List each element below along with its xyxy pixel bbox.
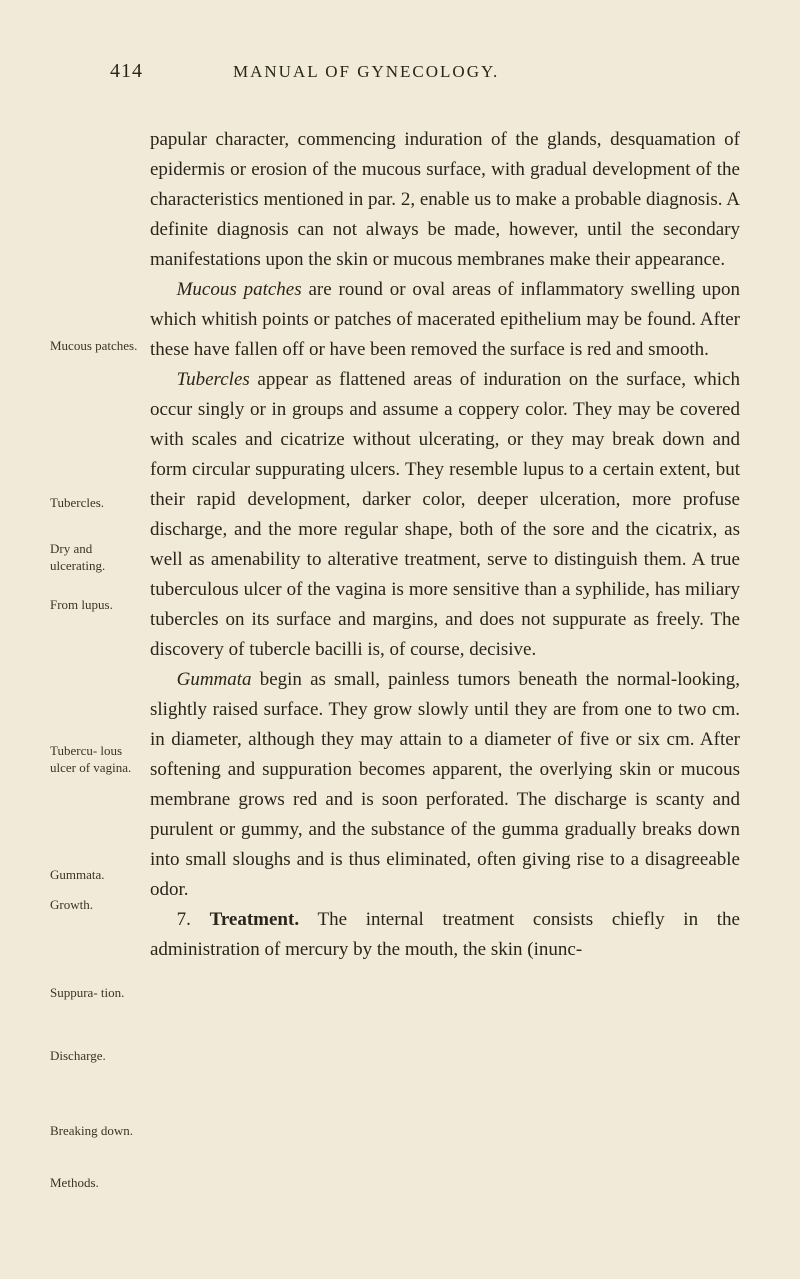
lead-tubercles: Tubercles: [177, 369, 250, 390]
margin-note-mucous-patches: Mucous patches.: [50, 338, 142, 355]
paragraph-3-rest: appear as flattened areas of induration …: [150, 369, 740, 660]
margin-column: Mucous patches. Tubercles. Dry and ulcer…: [50, 125, 150, 965]
section-number: 7.: [177, 909, 210, 930]
margin-note-discharge: Discharge.: [50, 1048, 142, 1065]
paragraph-1: papular character, commencing induration…: [150, 125, 740, 275]
paragraph-4-rest: begin as small, painless tumors beneath …: [150, 669, 740, 900]
content-row: Mucous patches. Tubercles. Dry and ulcer…: [50, 125, 740, 965]
margin-note-from-lupus: From lupus.: [50, 597, 142, 614]
margin-note-growth: Growth.: [50, 897, 142, 914]
margin-note-suppuration: Suppura- tion.: [50, 985, 142, 1002]
paragraph-2: Mucous patches are round or oval areas o…: [150, 275, 740, 365]
page-header: 414 MANUAL OF GYNECOLOGY.: [50, 60, 740, 83]
page-number: 414: [110, 60, 143, 83]
margin-note-tubercles: Tubercles.: [50, 495, 142, 512]
lead-gummata: Gummata: [177, 669, 252, 690]
paragraph-3: Tubercles appear as flattened areas of i…: [150, 365, 740, 665]
margin-note-breaking-down: Breaking down.: [50, 1123, 142, 1140]
margin-note-methods: Methods.: [50, 1175, 142, 1192]
margin-note-dry-ulcerating: Dry and ulcerating.: [50, 541, 142, 575]
paragraph-5: 7. Treatment. The internal treatment con…: [150, 905, 740, 965]
body-column: papular character, commencing induration…: [150, 125, 740, 965]
section-heading-treatment: Treatment.: [210, 909, 300, 930]
margin-note-tuberculous: Tubercu- lous ulcer of vagina.: [50, 743, 142, 777]
margin-note-gummata: Gummata.: [50, 867, 142, 884]
running-title: MANUAL OF GYNECOLOGY.: [233, 62, 499, 82]
paragraph-4: Gummata begin as small, painless tumors …: [150, 665, 740, 905]
lead-mucous-patches: Mucous patches: [177, 279, 302, 300]
page: 414 MANUAL OF GYNECOLOGY. Mucous patches…: [0, 0, 800, 1279]
